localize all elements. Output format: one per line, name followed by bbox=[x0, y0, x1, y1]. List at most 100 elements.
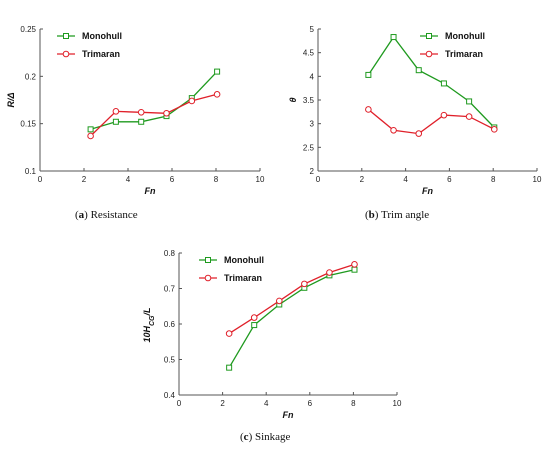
x-tick-label: 10 bbox=[393, 399, 402, 408]
data-point bbox=[440, 111, 448, 119]
data-point bbox=[415, 67, 422, 74]
data-point bbox=[390, 126, 397, 134]
data-point bbox=[301, 280, 308, 288]
data-point bbox=[365, 106, 372, 113]
x-tick-label: 10 bbox=[533, 175, 542, 184]
y-tick-label: 4.5 bbox=[303, 49, 315, 58]
data-point bbox=[251, 322, 258, 329]
data-point bbox=[250, 314, 258, 321]
x-tick-label: 6 bbox=[308, 399, 313, 408]
y-tick-label: 5 bbox=[310, 25, 315, 34]
x-tick-label: 10 bbox=[256, 175, 265, 184]
legend-label: Monohull bbox=[82, 31, 122, 41]
legend-marker bbox=[62, 50, 70, 58]
series-line bbox=[228, 263, 355, 335]
x-axis-label: Fn bbox=[283, 410, 294, 420]
data-point bbox=[112, 118, 119, 125]
series-trimaran bbox=[225, 261, 358, 337]
series-line bbox=[90, 93, 218, 137]
x-tick-label: 4 bbox=[126, 175, 131, 184]
chart-caption: (c) Sinkage bbox=[240, 431, 291, 443]
x-tick-label: 0 bbox=[38, 175, 43, 184]
data-point bbox=[326, 269, 333, 276]
x-tick-label: 6 bbox=[170, 175, 175, 184]
y-tick-label: 0.8 bbox=[164, 249, 176, 258]
y-axis-label: 10HCG/L bbox=[142, 307, 156, 342]
y-tick-label: 0.2 bbox=[25, 72, 37, 81]
legend-label: Trimaran bbox=[445, 49, 483, 59]
data-point bbox=[275, 297, 283, 305]
x-tick-label: 8 bbox=[214, 175, 219, 184]
y-tick-label: 0.5 bbox=[164, 356, 176, 365]
series-monohull bbox=[87, 68, 221, 133]
series-trimaran bbox=[87, 91, 221, 140]
chart-c: 0 2 4 6 8 10 0.4 0.5 0.6 0.7 0.8 Fn 10HCG/L Monohull T… bbox=[142, 249, 402, 443]
series-line bbox=[367, 35, 495, 128]
data-point bbox=[87, 126, 94, 133]
data-point bbox=[188, 97, 196, 105]
data-point bbox=[163, 109, 170, 117]
x-tick-label: 6 bbox=[447, 175, 452, 184]
chart-caption: (a) Resistance bbox=[75, 209, 138, 221]
data-point bbox=[225, 330, 233, 337]
data-point bbox=[87, 132, 94, 140]
chart-caption: (b) Trim angle bbox=[365, 209, 429, 221]
series-line bbox=[228, 269, 355, 369]
legend-marker bbox=[205, 257, 211, 263]
y-tick-label: 0.15 bbox=[20, 120, 36, 129]
y-tick-label: 2.5 bbox=[303, 143, 315, 152]
y-tick-label: 0.4 bbox=[164, 391, 176, 400]
data-point bbox=[112, 108, 120, 115]
legend-marker bbox=[425, 50, 433, 58]
y-tick-label: 4 bbox=[310, 72, 315, 81]
legend-label: Trimaran bbox=[224, 273, 262, 283]
y-axis-label: R/Δ bbox=[6, 92, 16, 107]
x-tick-label: 2 bbox=[360, 175, 365, 184]
x-tick-label: 8 bbox=[351, 399, 356, 408]
y-axis-label: θ bbox=[288, 97, 298, 102]
x-tick-label: 2 bbox=[82, 175, 87, 184]
data-point bbox=[490, 126, 498, 133]
data-point bbox=[213, 91, 221, 98]
data-point bbox=[415, 130, 423, 137]
x-axis-label: Fn bbox=[422, 186, 433, 196]
legend-label: Trimaran bbox=[82, 49, 120, 59]
y-tick-label: 0.7 bbox=[164, 285, 176, 294]
series-line bbox=[90, 71, 218, 130]
x-tick-label: 0 bbox=[316, 175, 321, 184]
chart-a: 0 2 4 6 8 10 0.1 0.15 0.2 0.25 Fn R/Δ Monohull Trimar… bbox=[6, 25, 265, 221]
series-trimaran bbox=[365, 106, 498, 137]
x-tick-label: 8 bbox=[491, 175, 496, 184]
y-tick-label: 3 bbox=[310, 120, 315, 129]
x-tick-label: 0 bbox=[177, 399, 182, 408]
y-tick-label: 0.6 bbox=[164, 320, 176, 329]
legend-label: Monohull bbox=[445, 31, 485, 41]
series-monohull bbox=[365, 34, 498, 131]
y-tick-label: 0.25 bbox=[20, 25, 36, 34]
data-point bbox=[390, 34, 397, 41]
data-point bbox=[351, 261, 358, 268]
legend: Monohull Trimaran bbox=[199, 255, 264, 283]
data-point bbox=[226, 364, 233, 371]
data-point bbox=[137, 109, 145, 116]
data-point bbox=[214, 68, 221, 75]
legend: Monohull Trimaran bbox=[57, 31, 122, 59]
data-point bbox=[138, 118, 145, 125]
data-point bbox=[466, 98, 473, 105]
data-point bbox=[351, 266, 358, 273]
data-point bbox=[440, 80, 447, 87]
x-tick-label: 4 bbox=[403, 175, 408, 184]
y-tick-label: 2 bbox=[310, 167, 315, 176]
legend-marker bbox=[204, 274, 212, 282]
legend-marker bbox=[63, 33, 69, 39]
data-point bbox=[465, 113, 473, 120]
legend: Monohull Trimaran bbox=[420, 31, 485, 59]
x-axis-label: Fn bbox=[145, 186, 156, 196]
y-tick-label: 0.1 bbox=[25, 167, 37, 176]
chart-b: 0 2 4 6 8 1022.533.544.55FnθMonohullTrimaran(… bbox=[288, 25, 542, 221]
legend-marker bbox=[426, 33, 432, 39]
y-tick-label: 3.5 bbox=[303, 96, 315, 105]
x-tick-label: 2 bbox=[220, 399, 225, 408]
legend-label: Monohull bbox=[224, 255, 264, 265]
